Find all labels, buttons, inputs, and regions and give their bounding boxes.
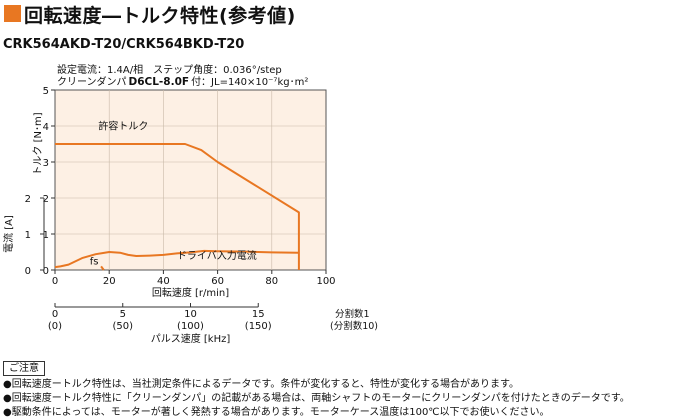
pulse-tick-label-div10: (50) bbox=[112, 321, 133, 332]
title-accent-square bbox=[4, 5, 21, 22]
fs-label: fs bbox=[90, 256, 99, 267]
x-axis-label: 回転速度 [r/min] bbox=[152, 286, 229, 299]
x-tick-label: 100 bbox=[316, 276, 335, 287]
load-inertia: 付：JL=140×10⁻⁷kg･m² bbox=[191, 77, 309, 88]
x-tick-label: 60 bbox=[211, 276, 224, 287]
y-torque-tick-label: 4 bbox=[43, 122, 49, 133]
allowable-torque-line bbox=[55, 143, 300, 270]
driver-input-current-line bbox=[54, 249, 299, 269]
pulse-tick-label-div1: 0 bbox=[52, 309, 58, 320]
notes-heading: ご注意 bbox=[3, 361, 45, 376]
y-current-tick-label: 0 bbox=[25, 266, 31, 277]
series-label-allowable-torque: 許容トルク bbox=[98, 120, 148, 133]
pulse-tick-label-div1: 5 bbox=[120, 309, 126, 320]
damper-prefix: クリーンダンパ bbox=[57, 77, 127, 88]
chart-title: 回転速度―トルク特性(参考値) bbox=[24, 5, 296, 27]
plot-area bbox=[54, 89, 327, 271]
note-item-1: ●回転速度ートルク特性は、当社測定条件によるデータです。条件が変化すると、特性が… bbox=[3, 379, 520, 390]
x-tick-label: 80 bbox=[265, 276, 278, 287]
x-tick-label: 0 bbox=[52, 276, 58, 287]
y-current-axis-label: 電流 [A] bbox=[2, 215, 15, 253]
pulse-label-div1: 分割数1 bbox=[335, 308, 370, 320]
damper-conditions: クリーンダンパ D6CL-8.0F 付：JL=140×10⁻⁷kg･m² bbox=[57, 73, 308, 88]
damper-model: D6CL-8.0F bbox=[128, 76, 190, 88]
y-torque-tick-label: 1 bbox=[43, 230, 49, 241]
pulse-tick-label-div10: (0) bbox=[48, 321, 62, 332]
pulse-axis-title: パルス速度 [kHz] bbox=[151, 332, 231, 345]
x-tick-label: 40 bbox=[157, 276, 170, 287]
pulse-tick-label-div1: 10 bbox=[184, 309, 197, 320]
note-item-2: ●回転速度ートルク特性に「クリーンダンパ」の記載がある場合は、両軸シャフトのモー… bbox=[3, 393, 630, 404]
y-torque-tick-label: 2 bbox=[43, 194, 49, 205]
fs-marker bbox=[100, 265, 105, 271]
setting-conditions: 設定電流：1.4A/相 ステップ角度：0.036°/step bbox=[57, 65, 282, 76]
series-label-driver-current: ドライバ入力電流 bbox=[177, 249, 257, 262]
pulse-label-div10: (分割数10) bbox=[330, 320, 378, 332]
pulse-tick-label-div10: (100) bbox=[177, 321, 204, 332]
y-torque-tick-label: 3 bbox=[43, 158, 49, 169]
y-torque-tick-label: 0 bbox=[43, 266, 49, 277]
y-torque-axis-label: トルク [N･m] bbox=[32, 112, 44, 175]
model-name: CRK564AKD-T20/CRK564BKD-T20 bbox=[3, 37, 245, 52]
y-current-tick-label: 1 bbox=[25, 230, 31, 241]
pulse-tick-label-div1: 15 bbox=[252, 309, 265, 320]
y-current-tick-label: 2 bbox=[25, 194, 31, 205]
pulse-tick-label-div10: (150) bbox=[245, 321, 272, 332]
x-tick-label: 20 bbox=[103, 276, 116, 287]
y-torque-tick-label: 5 bbox=[43, 86, 49, 97]
note-item-3: ●駆動条件によっては、モーターが著しく発熱する場合があります。モーターケース温度… bbox=[3, 407, 550, 418]
